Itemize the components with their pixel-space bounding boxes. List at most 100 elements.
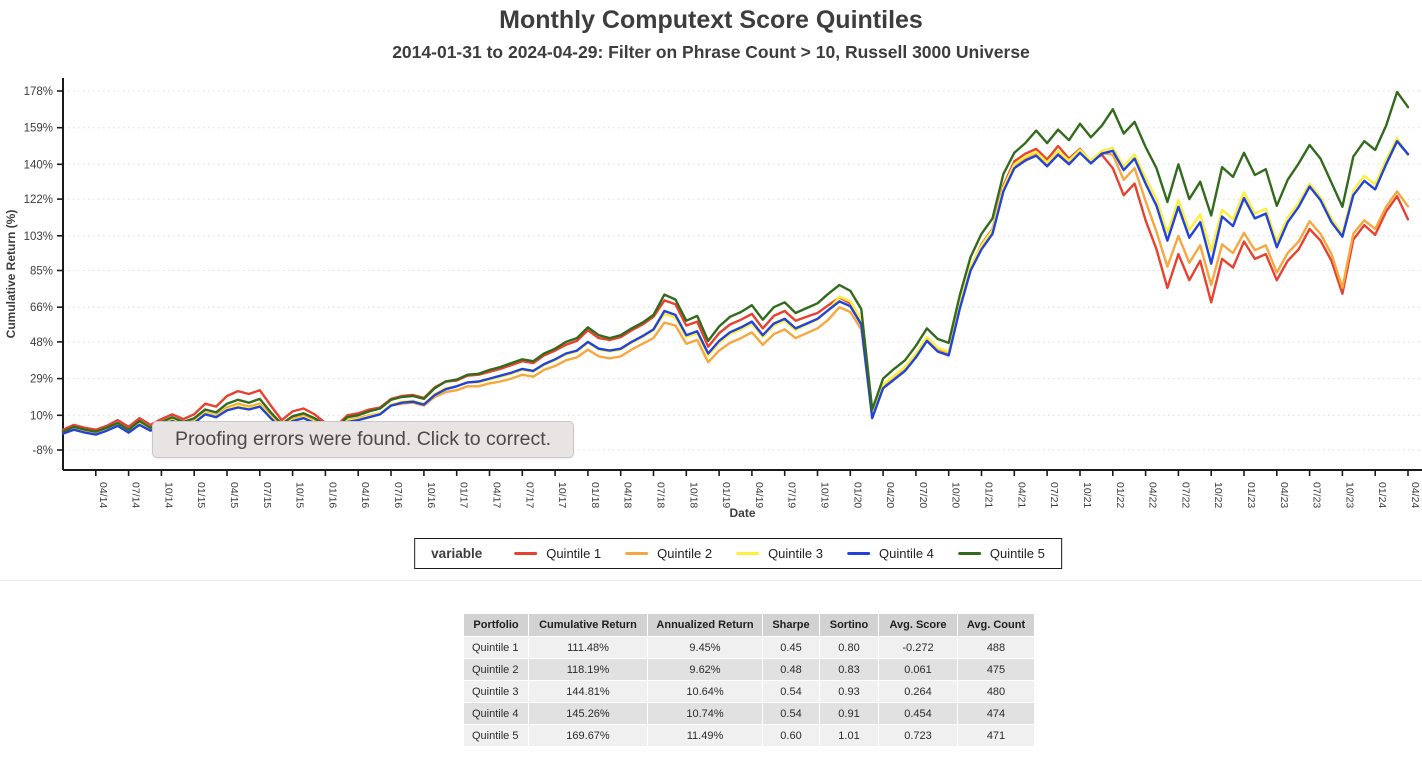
cell: Quintile 4 — [463, 702, 529, 725]
cell: 9.45% — [647, 636, 763, 659]
svg-text:07/21: 07/21 — [1048, 482, 1060, 508]
col-avg-score: Avg. Score — [878, 613, 958, 637]
cell: 475 — [957, 658, 1035, 681]
portfolio-stats-table: Portfolio Cumulative Return Annualized R… — [463, 613, 1035, 747]
svg-text:04/24: 04/24 — [1409, 482, 1421, 508]
svg-text:-8%: -8% — [33, 445, 53, 457]
table-row-quintile-3: Quintile 3 144.81% 10.64% 0.54 0.93 0.26… — [463, 680, 1035, 703]
cell: 0.723 — [878, 724, 958, 747]
svg-text:07/16: 07/16 — [392, 482, 404, 508]
legend-item-quintile-4: Quintile 4 — [846, 546, 934, 561]
svg-text:10/22: 10/22 — [1212, 482, 1224, 508]
cell: 0.45 — [762, 636, 820, 659]
cell: 0.83 — [819, 658, 879, 681]
svg-text:04/18: 04/18 — [622, 482, 634, 508]
svg-text:04/17: 04/17 — [491, 482, 503, 508]
svg-text:04/16: 04/16 — [359, 482, 371, 508]
cell: 169.67% — [528, 724, 648, 747]
svg-text:01/16: 01/16 — [326, 482, 338, 508]
svg-text:66%: 66% — [30, 302, 53, 314]
proofing-errors-tooltip[interactable]: Proofing errors were found. Click to cor… — [152, 421, 575, 458]
legend-item-quintile-2: Quintile 2 — [625, 546, 712, 561]
quintile-1-line-swatch — [514, 551, 538, 556]
cell: Quintile 2 — [463, 658, 529, 681]
quintile-2-line-swatch — [625, 551, 649, 556]
svg-text:01/18: 01/18 — [589, 482, 601, 508]
svg-text:10/23: 10/23 — [1343, 482, 1355, 508]
col-cumulative-return: Cumulative Return — [528, 613, 648, 637]
svg-text:04/19: 04/19 — [753, 482, 765, 508]
cell: -0.272 — [878, 636, 958, 659]
section-divider — [0, 580, 1422, 581]
svg-text:07/15: 07/15 — [261, 482, 273, 508]
svg-text:07/19: 07/19 — [786, 482, 798, 508]
svg-text:10/21: 10/21 — [1081, 482, 1093, 508]
table-row-quintile-1: Quintile 1 111.48% 9.45% 0.45 0.80 -0.27… — [463, 636, 1035, 659]
svg-text:04/21: 04/21 — [1015, 482, 1027, 508]
cell: 474 — [957, 702, 1035, 725]
cell: Quintile 5 — [463, 724, 529, 747]
cell: 0.48 — [762, 658, 820, 681]
col-avg-count: Avg. Count — [957, 613, 1035, 637]
portfolio-stats-section: Portfolio Cumulative Return Annualized R… — [463, 613, 1035, 747]
quintiles-line-chart: -8% 10% 29% 48% 66% 85% 103% 122% 140% 159% 178% 04… — [4, 78, 1422, 520]
legend-item-quintile-1: Quintile 1 — [514, 546, 601, 561]
legend-title: variable — [431, 546, 483, 561]
cell: 111.48% — [528, 636, 648, 659]
svg-text:10/14: 10/14 — [162, 482, 174, 508]
cell: 11.49% — [647, 724, 763, 747]
svg-text:04/22: 04/22 — [1147, 482, 1159, 508]
svg-text:07/20: 07/20 — [917, 482, 929, 508]
cell: Quintile 1 — [463, 636, 529, 659]
legend-label: Quintile 3 — [768, 546, 823, 561]
cell: 9.62% — [647, 658, 763, 681]
svg-text:103%: 103% — [24, 231, 53, 243]
cell: 0.54 — [762, 680, 820, 703]
cell: 145.26% — [528, 702, 648, 725]
svg-text:48%: 48% — [30, 337, 53, 349]
svg-text:01/22: 01/22 — [1114, 482, 1126, 508]
table-row-quintile-2: Quintile 2 118.19% 9.62% 0.48 0.83 0.061… — [463, 658, 1035, 681]
cell: 471 — [957, 724, 1035, 747]
svg-text:04/15: 04/15 — [228, 482, 240, 508]
cell: Quintile 3 — [463, 680, 529, 703]
svg-text:10/20: 10/20 — [950, 482, 962, 508]
svg-text:07/14: 07/14 — [130, 482, 142, 508]
svg-text:29%: 29% — [30, 374, 53, 386]
svg-text:07/17: 07/17 — [523, 482, 535, 508]
chart-legend: variable Quintile 1 Quintile 2 Quintile … — [414, 538, 1062, 569]
svg-text:85%: 85% — [30, 266, 53, 278]
legend-label: Quintile 4 — [878, 546, 934, 561]
cell: 1.01 — [819, 724, 879, 747]
cell: 0.454 — [878, 702, 958, 725]
svg-text:122%: 122% — [24, 194, 53, 206]
svg-text:07/23: 07/23 — [1311, 482, 1323, 508]
col-sortino: Sortino — [819, 613, 879, 637]
table-header-row: Portfolio Cumulative Return Annualized R… — [463, 613, 1035, 637]
svg-text:01/23: 01/23 — [1245, 482, 1257, 508]
svg-text:159%: 159% — [24, 123, 53, 135]
table-row-quintile-4: Quintile 4 145.26% 10.74% 0.54 0.91 0.45… — [463, 702, 1035, 725]
svg-text:01/15: 01/15 — [195, 482, 207, 508]
cell: 0.60 — [762, 724, 820, 747]
svg-text:04/14: 04/14 — [97, 482, 109, 508]
cell: 480 — [957, 680, 1035, 703]
quintile-5-line-swatch — [957, 551, 981, 556]
table-row-quintile-5: Quintile 5 169.67% 11.49% 0.60 1.01 0.72… — [463, 724, 1035, 747]
cell: 0.061 — [878, 658, 958, 681]
svg-text:04/23: 04/23 — [1278, 482, 1290, 508]
svg-text:Cumulative Return (%): Cumulative Return (%) — [4, 210, 18, 339]
col-sharpe: Sharpe — [762, 613, 820, 637]
svg-text:10/15: 10/15 — [294, 482, 306, 508]
legend-item-quintile-3: Quintile 3 — [736, 546, 823, 561]
legend-label: Quintile 2 — [657, 546, 713, 561]
svg-text:01/19: 01/19 — [720, 482, 732, 508]
cell: 10.64% — [647, 680, 763, 703]
quintile-3-line-swatch — [736, 551, 760, 556]
cell: 0.54 — [762, 702, 820, 725]
svg-text:01/24: 01/24 — [1376, 482, 1388, 508]
svg-text:01/17: 01/17 — [458, 482, 470, 508]
legend-label: Quintile 5 — [989, 546, 1045, 561]
page-subtitle: 2014-01-31 to 2024-04-29: Filter on Phra… — [392, 42, 1030, 62]
